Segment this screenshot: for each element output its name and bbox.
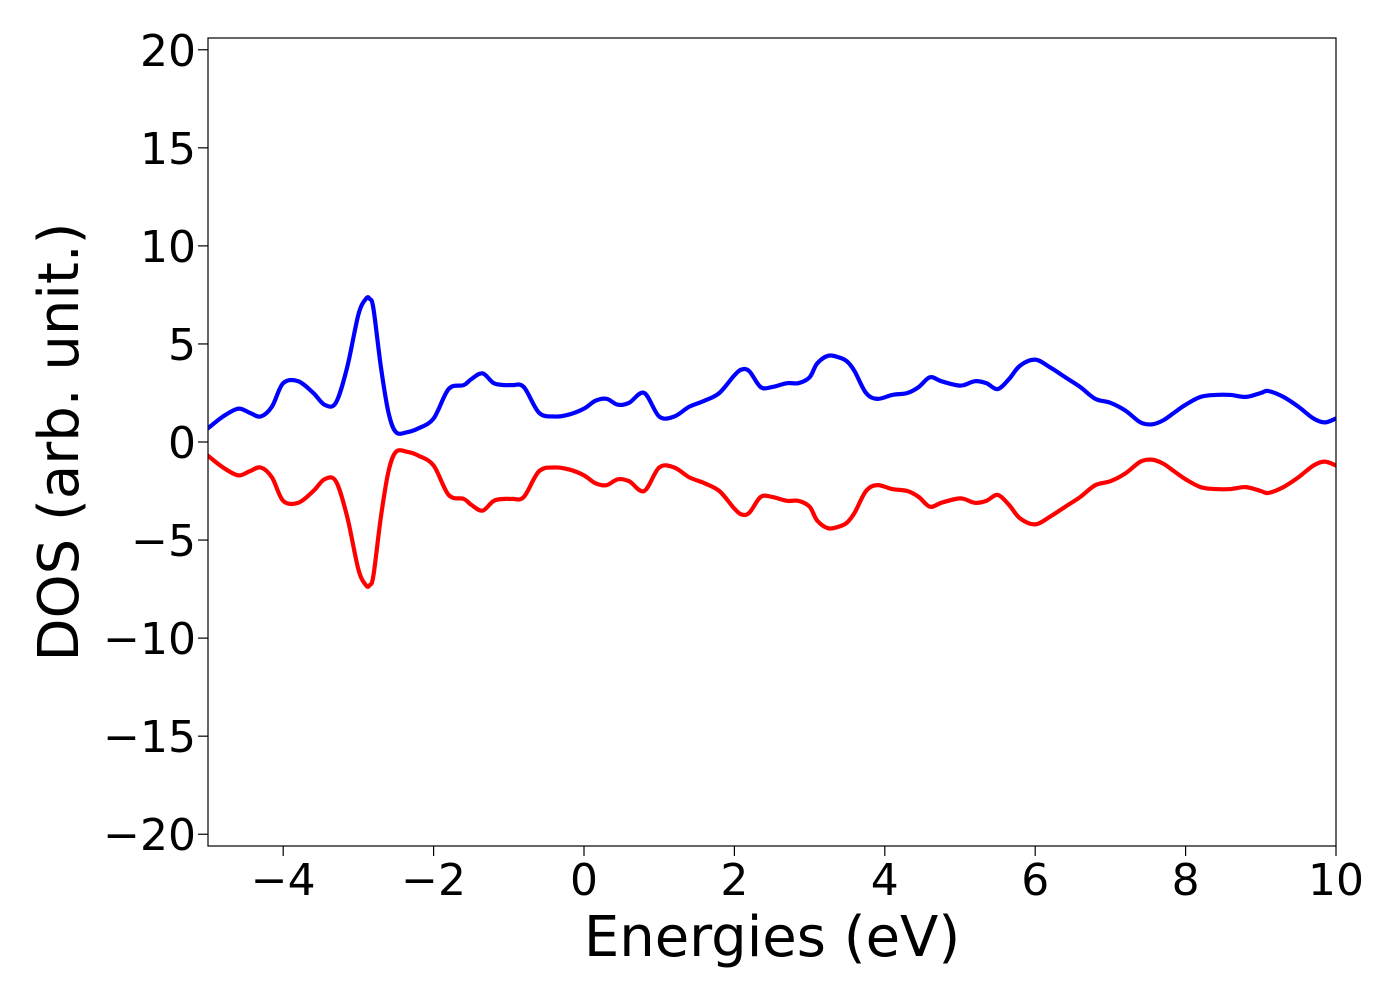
x-tick-label: 10 xyxy=(1308,855,1364,906)
y-tick-label: −20 xyxy=(103,810,196,861)
series-layer xyxy=(208,295,1336,589)
series-line-1 xyxy=(208,295,1336,436)
x-axis: −4 −2 0 2 4 6 8 10 xyxy=(251,846,1364,906)
x-tick-label: 4 xyxy=(871,855,899,906)
y-tick-label: 5 xyxy=(168,320,196,371)
x-tick-label: 2 xyxy=(720,855,748,906)
x-tick-label: 0 xyxy=(570,855,598,906)
y-tick-label: −15 xyxy=(103,712,196,763)
y-tick-label: −5 xyxy=(131,516,196,567)
y-tick-label: −10 xyxy=(103,614,196,665)
x-tick-label: −4 xyxy=(251,855,316,906)
x-tick-label: 6 xyxy=(1021,855,1049,906)
y-tick-label: 20 xyxy=(140,26,196,77)
y-tick-label: 10 xyxy=(140,222,196,273)
x-axis-label: Energies (eV) xyxy=(584,905,960,970)
x-tick-label: −2 xyxy=(401,855,466,906)
y-tick-label: 15 xyxy=(140,124,196,175)
y-tick-label: 0 xyxy=(168,418,196,469)
y-axis: 20 15 10 5 0 −5 −10 −15 −20 xyxy=(103,26,208,861)
series-line-2 xyxy=(208,448,1336,589)
x-tick-label: 8 xyxy=(1172,855,1200,906)
y-axis-label: DOS (arb. unit.) xyxy=(27,222,92,661)
